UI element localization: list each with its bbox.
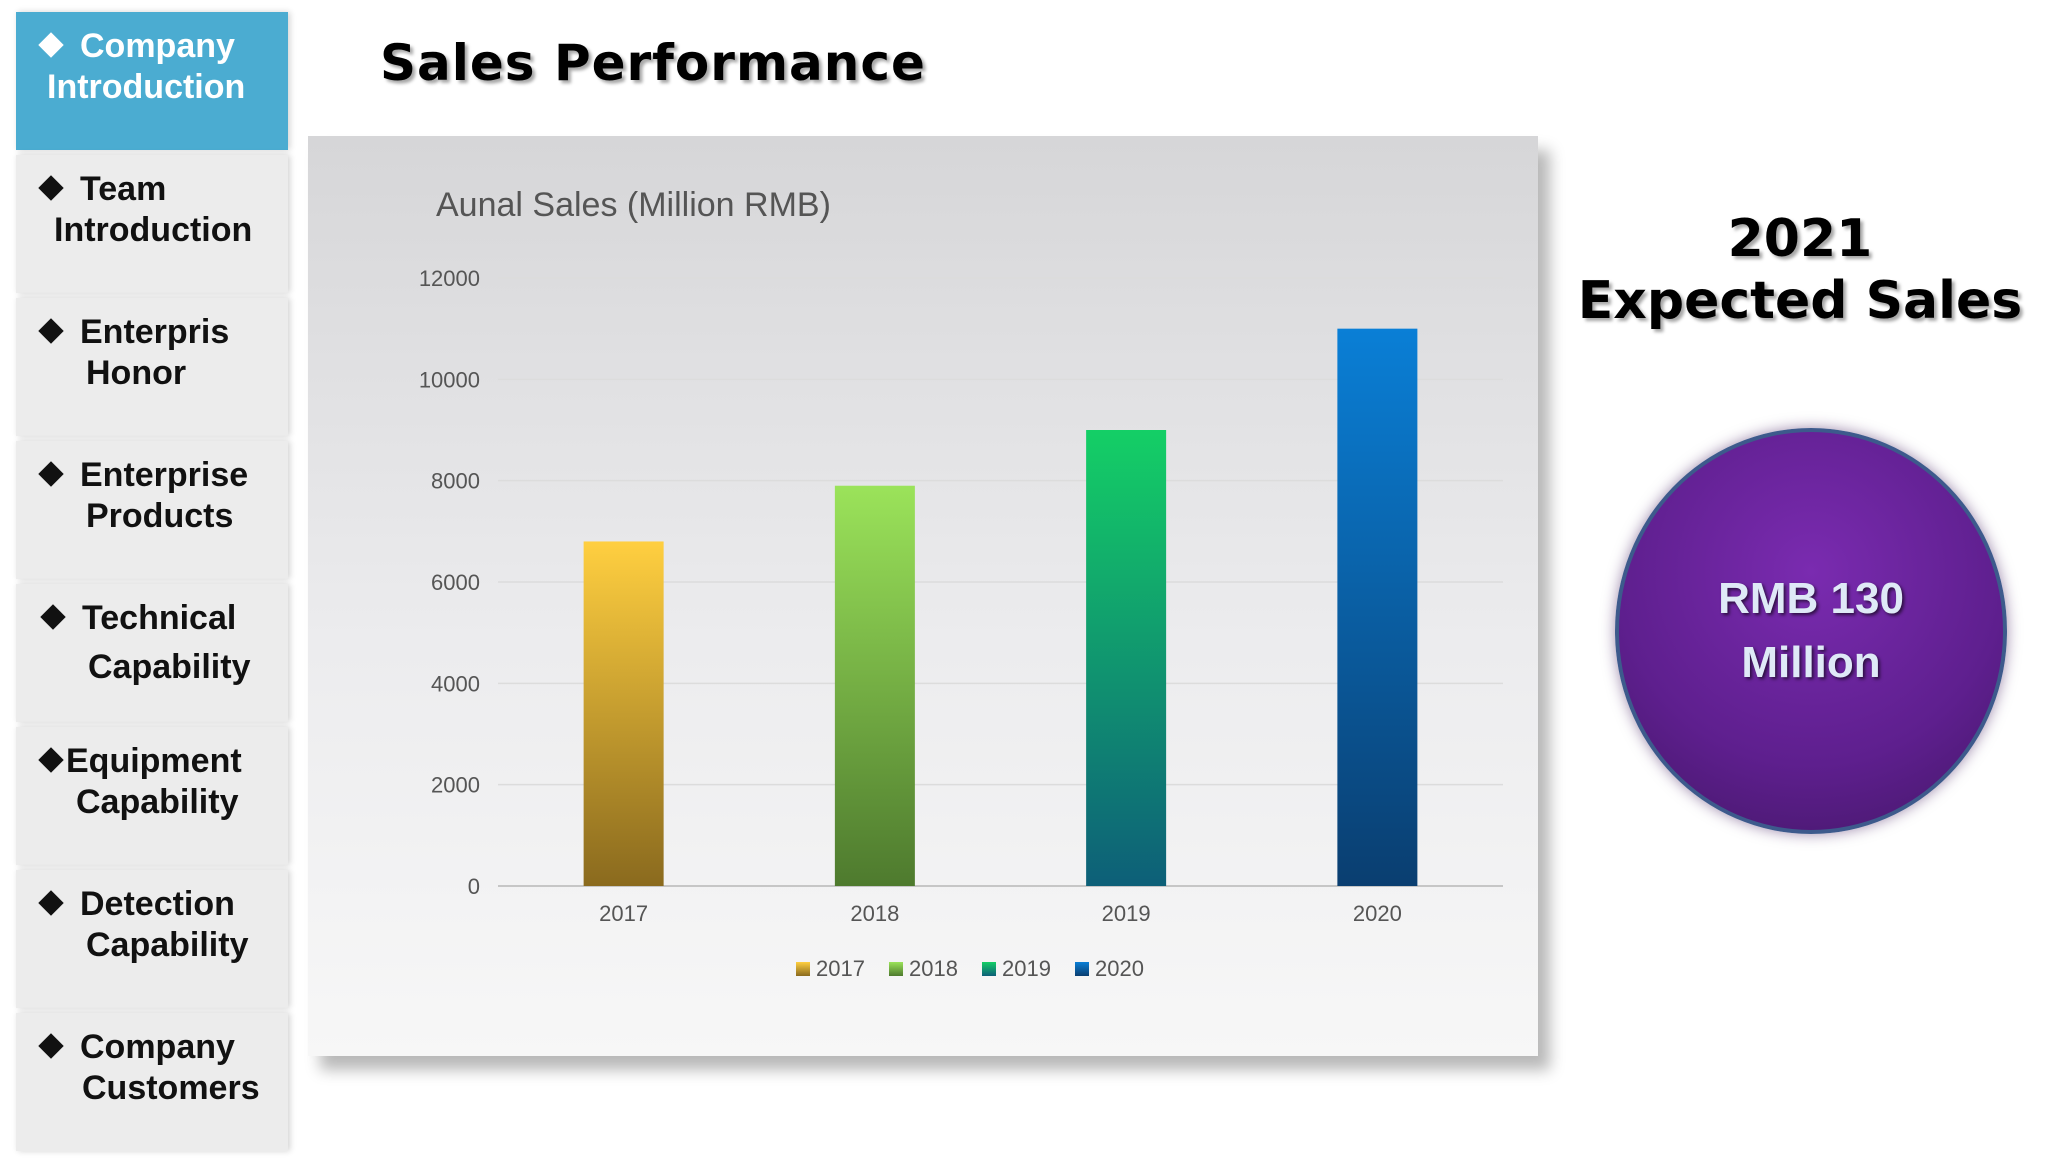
diamond-bullet-icon	[38, 890, 64, 916]
grid-lines	[498, 277, 1503, 887]
legend-swatch	[796, 962, 810, 976]
sidebar-nav: Company Introduction Team Introduction E…	[16, 12, 288, 1164]
sidebar-item-label: Honor	[86, 354, 187, 392]
sidebar-item-team-introduction[interactable]: Team Introduction	[16, 155, 288, 293]
legend-label: 2020	[1095, 956, 1144, 981]
sidebar-item-label: Products	[86, 497, 234, 535]
bar-2019	[1086, 430, 1167, 886]
bar-2018	[834, 485, 915, 886]
sidebar-item-label: Equipment	[66, 742, 242, 780]
x-tick-label: 2019	[1102, 901, 1151, 926]
x-tick-label: 2018	[850, 901, 899, 926]
bar-2017	[583, 541, 664, 886]
y-axis-tick-labels: 0 2000 4000 6000 8000 10000 12000	[419, 266, 480, 899]
sidebar-item-label: Capability	[88, 648, 251, 686]
sidebar-item-enterprise-honor[interactable]: Enterpris Honor	[16, 298, 288, 436]
legend-label: 2019	[1002, 956, 1051, 981]
expected-sales-circle: RMB 130 Million	[1615, 428, 2007, 834]
legend-swatch	[982, 962, 996, 976]
bars	[583, 328, 1418, 886]
expected-label: Expected Sales	[1577, 271, 2023, 331]
sidebar-item-label: Team	[80, 170, 167, 208]
chart-title: Aunal Sales (Million RMB)	[436, 186, 831, 224]
legend-swatch	[1075, 962, 1089, 976]
y-tick-label: 0	[468, 874, 480, 899]
expected-sales-heading: 2021 Expected Sales	[1560, 208, 2040, 332]
bar-chart: Aunal Sales (Million RMB) 0 2000 4000 6000 8…	[419, 186, 1503, 981]
y-tick-label: 12000	[419, 266, 480, 291]
chart-panel: Aunal Sales (Million RMB) 0 2000 4000 6000 8…	[308, 136, 1538, 1056]
legend-label: 2018	[909, 956, 958, 981]
legend-item-2018: 2018	[889, 956, 958, 981]
y-tick-label: 6000	[431, 570, 480, 595]
diamond-bullet-icon	[38, 175, 64, 201]
diamond-bullet-icon	[38, 32, 64, 58]
diamond-bullet-icon	[40, 604, 66, 630]
sidebar-item-label: Company	[80, 27, 235, 65]
diamond-bullet-icon	[38, 461, 64, 487]
diamond-bullet-icon	[38, 318, 64, 344]
sidebar-item-equipment-capability[interactable]: Equipment Capability	[16, 727, 288, 865]
sidebar-item-detection-capability[interactable]: Detection Capability	[16, 870, 288, 1008]
sidebar-item-label: Company	[80, 1028, 235, 1066]
sidebar-item-label: Capability	[86, 926, 249, 964]
expected-year: 2021	[1727, 209, 1873, 269]
sidebar-item-label: Technical	[82, 599, 237, 637]
legend-item-2020: 2020	[1075, 956, 1144, 981]
sidebar-item-enterprise-products[interactable]: Enterprise Products	[16, 441, 288, 579]
sidebar-item-label: Introduction	[54, 211, 253, 249]
x-axis-tick-labels: 2017 2018 2019 2020	[599, 901, 1402, 926]
chart-legend: 2017 2018 2019 2020	[796, 956, 1144, 981]
sidebar-item-label: Enterprise	[80, 456, 249, 494]
diamond-bullet-icon	[38, 1033, 64, 1059]
expected-value-line1: RMB 130	[1718, 574, 1904, 623]
y-tick-label: 8000	[431, 469, 480, 494]
sidebar-item-company-introduction[interactable]: Company Introduction	[16, 12, 288, 150]
sidebar-item-label: Introduction	[47, 68, 246, 106]
y-tick-label: 10000	[419, 367, 480, 392]
sidebar-item-label: Customers	[82, 1069, 260, 1107]
legend-swatch	[889, 962, 903, 976]
x-tick-label: 2017	[599, 901, 648, 926]
page-title: Sales Performance	[380, 34, 926, 92]
bar-2020	[1337, 328, 1418, 886]
y-tick-label: 4000	[431, 671, 480, 696]
diamond-bullet-icon	[38, 747, 64, 773]
sidebar-item-label: Enterpris	[80, 313, 230, 351]
legend-label: 2017	[816, 956, 865, 981]
sidebar-item-label: Capability	[76, 783, 239, 821]
sidebar-item-technical-capability[interactable]: Technical Capability	[16, 584, 288, 722]
x-tick-label: 2020	[1353, 901, 1402, 926]
legend-item-2017: 2017	[796, 956, 865, 981]
expected-sales-value: RMB 130 Million	[1661, 567, 1961, 695]
sidebar-item-label: Detection	[80, 885, 235, 923]
expected-value-line2: Million	[1741, 638, 1881, 687]
legend-item-2019: 2019	[982, 956, 1051, 981]
y-tick-label: 2000	[431, 773, 480, 798]
sidebar-item-company-customers[interactable]: Company Customers	[16, 1013, 288, 1151]
